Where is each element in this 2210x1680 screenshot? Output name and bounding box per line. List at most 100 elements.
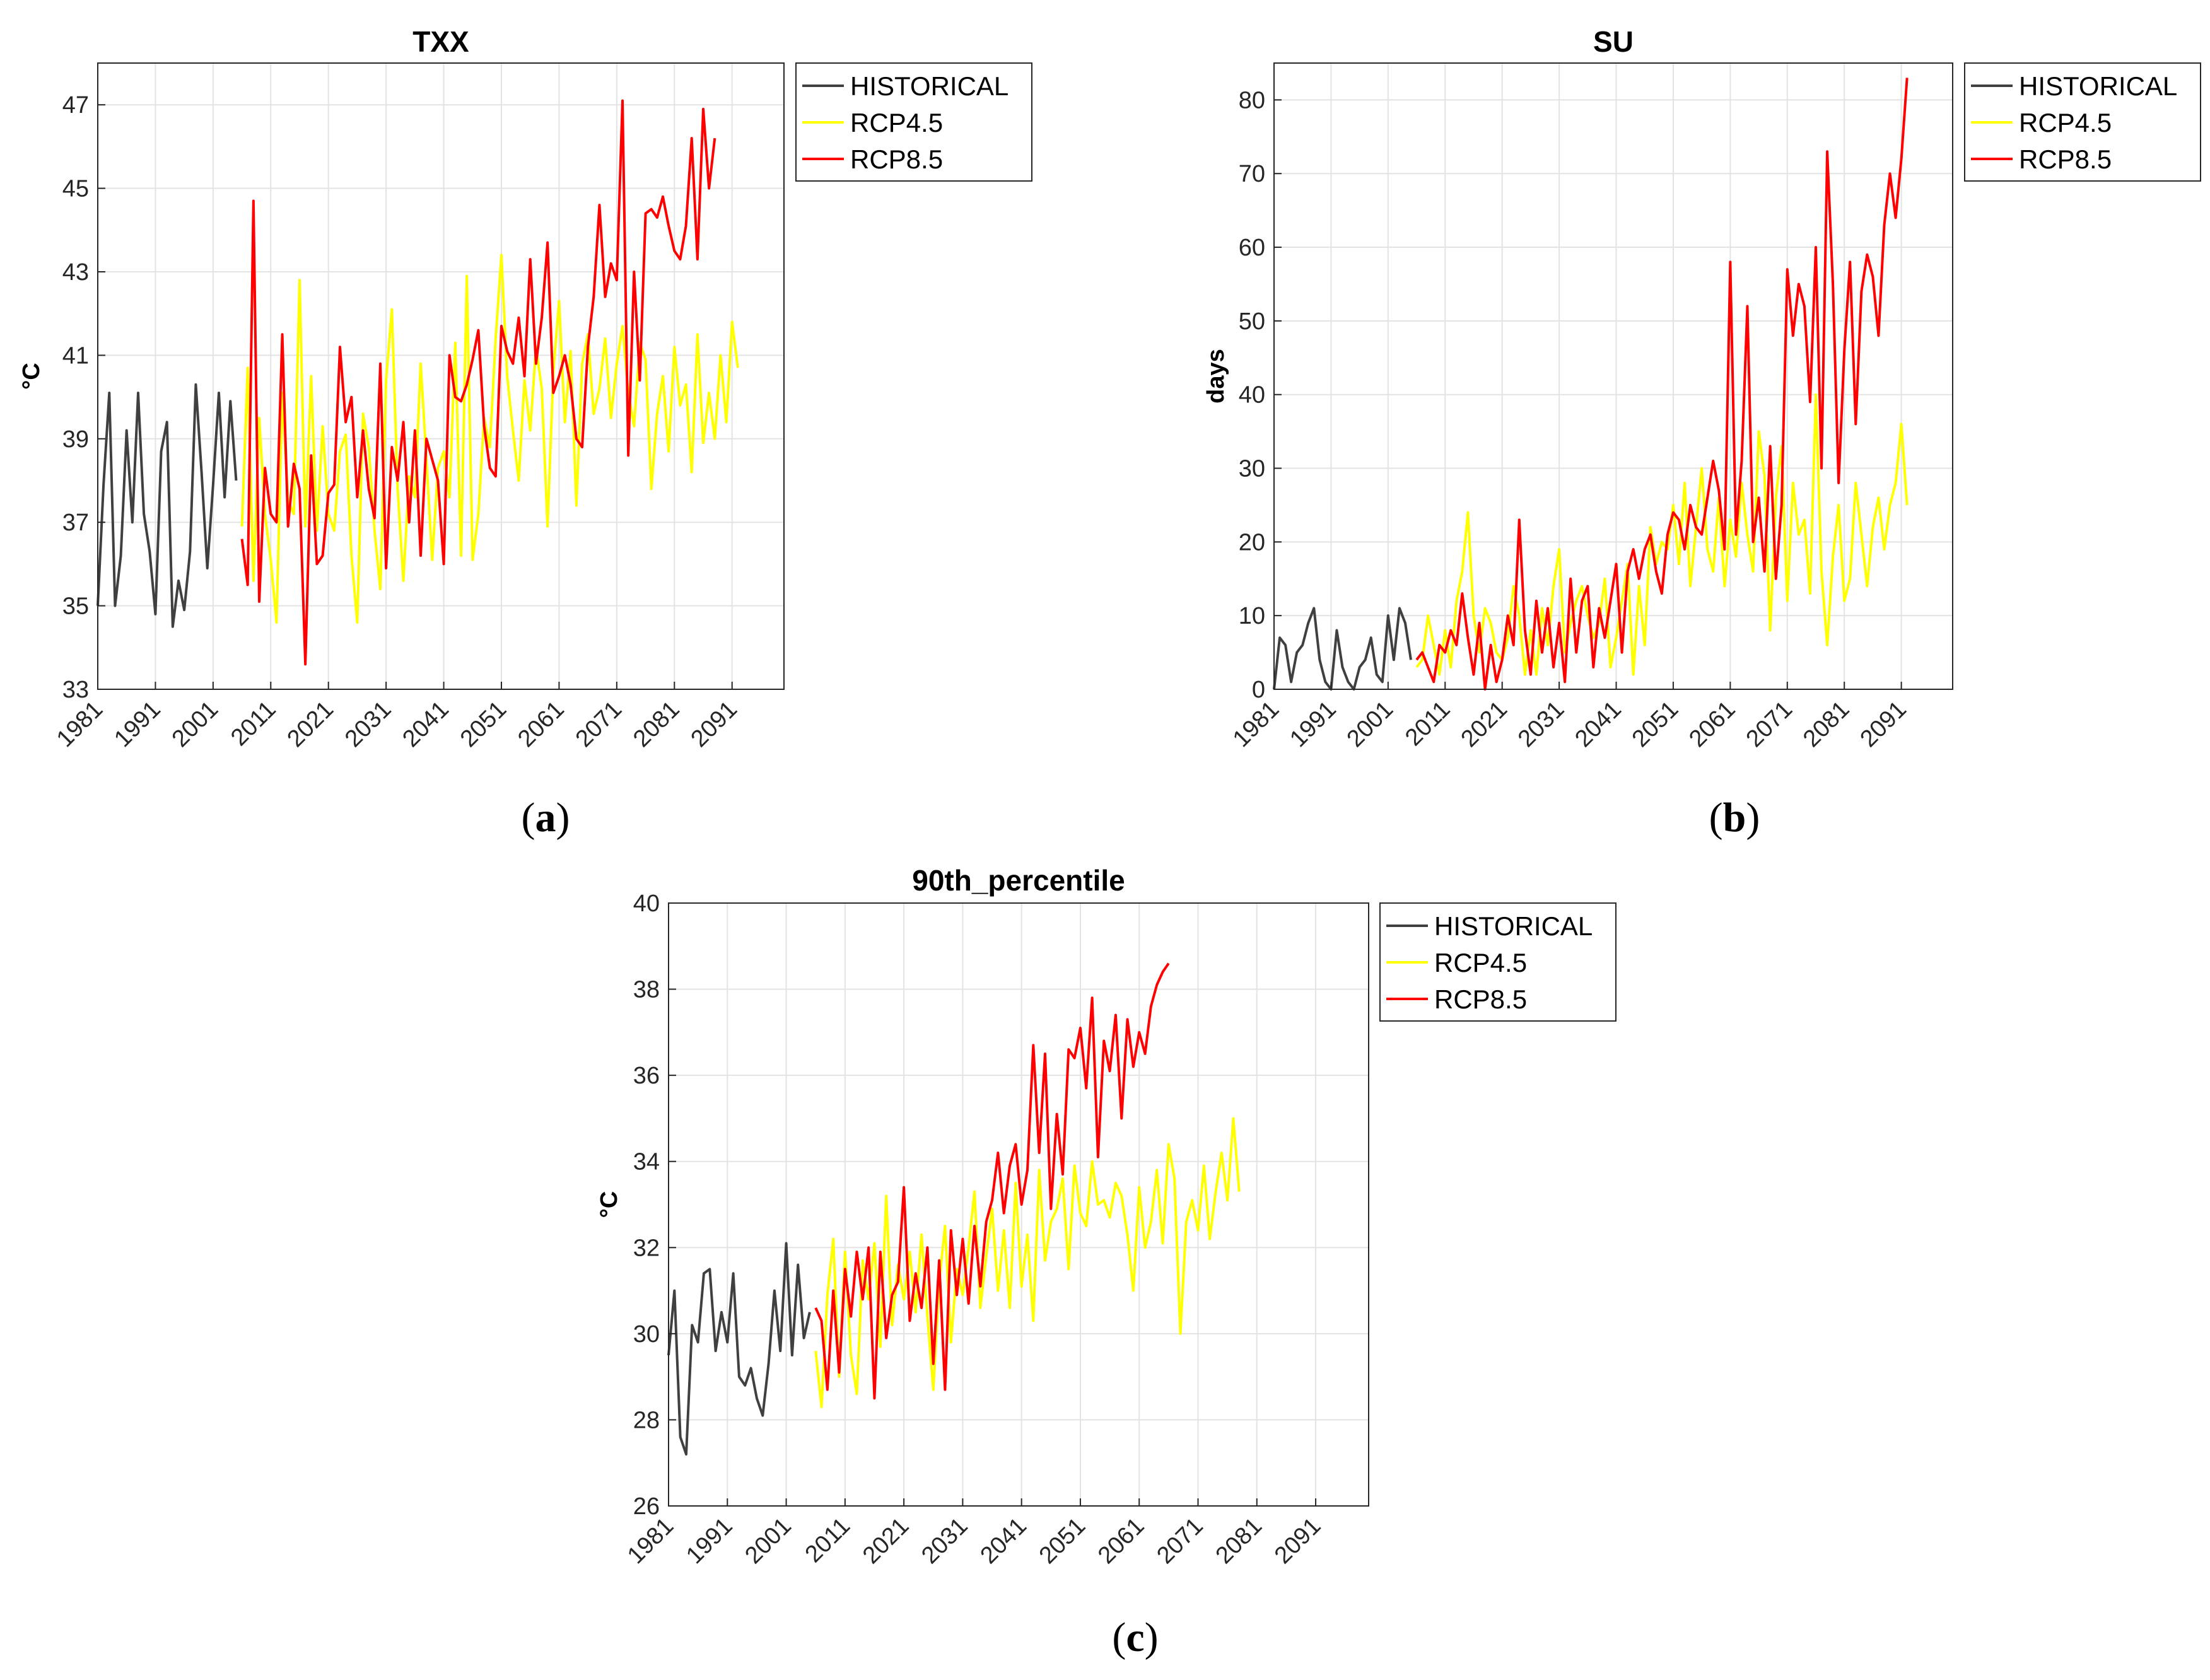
series-line-rcp8-5 [814,962,1170,1400]
x-tick-label: 2071 [571,696,627,752]
y-tick-label: 28 [633,1407,660,1433]
series-line-rcp4-5 [814,1117,1241,1408]
series-line-historical [667,1242,811,1456]
series-line-rcp4-5 [1415,393,1909,676]
y-axis-label: °C [18,363,45,390]
legend: HISTORICAL RCP4.5 RCP8.5 [1964,62,2201,182]
y-tick-label: 39 [62,426,89,453]
axes-box [1273,62,1953,690]
x-tick-label: 2021 [1456,696,1512,752]
series-lines [96,99,739,666]
x-tick-label: 2051 [1034,1513,1090,1569]
x-tick-label: 2091 [1270,1513,1326,1569]
chart-panel-90th-percentile: 90th_percentile 26 28 30 32 34 36 38 40 1981 199… [596,864,1617,1660]
y-tick-label: 47 [62,92,89,119]
x-tick-label: 2031 [916,1513,973,1569]
grid [97,63,784,690]
x-tick-label: 2091 [686,696,742,752]
x-tick-label: 2071 [1152,1513,1208,1569]
legend-box [795,62,1032,182]
chart-title: TXX [412,25,469,58]
y-ticks: 26 28 30 32 34 36 38 40 [633,890,676,1520]
legend: HISTORICAL RCP4.5 RCP8.5 [795,62,1032,182]
y-tick-label: 30 [633,1321,660,1348]
x-tick-label: 2001 [1342,696,1398,752]
y-tick-label: 50 [1239,308,1265,335]
x-tick-label: 2081 [628,696,684,752]
y-axis-label: days [1203,349,1229,404]
x-tick-label: 2021 [858,1513,914,1569]
legend-entry: HISTORICAL [850,71,1009,101]
chart-title: SU [1593,25,1634,58]
series-line-historical [1273,607,1412,691]
x-tick-label: 2041 [1570,696,1626,752]
legend: HISTORICAL RCP4.5 RCP8.5 [1379,902,1617,1022]
y-tick-label: 36 [633,1063,660,1089]
legend-entry: HISTORICAL [2019,71,2177,101]
panel-label: (c) [1112,1614,1158,1660]
y-tick-label: 43 [62,259,89,286]
y-tick-label: 30 [1239,456,1265,482]
y-tick-label: 34 [633,1149,660,1175]
x-tick-label: 2041 [976,1513,1032,1569]
series-line-rcp8-5 [240,99,716,666]
y-tick-label: 26 [633,1493,660,1520]
x-tick-label: 1991 [681,1513,737,1569]
y-tick-label: 33 [62,677,89,703]
y-tick-label: 0 [1252,677,1265,703]
panel-label: (b) [1709,795,1760,841]
y-tick-label: 40 [633,890,660,917]
x-tick-label: 1991 [109,696,165,752]
y-tick-label: 20 [1239,529,1265,556]
x-tick-label: 2071 [1741,696,1798,752]
x-tick-label: 2011 [800,1513,855,1568]
x-tick-label: 2041 [397,696,453,752]
x-tick-label: 2061 [513,696,569,752]
panel-label-letter: b [1723,795,1746,841]
y-ticks: 0 10 20 30 40 50 60 70 80 [1239,87,1282,703]
y-tick-label: 32 [633,1235,660,1261]
x-tick-label: 2061 [1684,696,1740,752]
legend-entry: RCP4.5 [1434,948,1527,977]
y-tick-label: 70 [1239,161,1265,187]
x-tick-label: 1981 [623,1513,679,1569]
series-lines [667,962,1241,1456]
y-tick-label: 40 [1239,382,1265,409]
x-tick-label: 2061 [1093,1513,1149,1569]
y-tick-label: 45 [62,176,89,202]
chart-title: 90th_percentile [912,864,1125,897]
x-tick-label: 2031 [340,696,396,752]
y-tick-label: 10 [1239,603,1265,629]
x-tick-label: 2001 [167,696,223,752]
panel-label: (a) [522,795,570,841]
x-tick-label: 2021 [283,696,339,752]
y-tick-label: 60 [1239,235,1265,261]
y-tick-label: 38 [633,977,660,1003]
y-axis-label: °C [596,1191,623,1218]
x-tick-label: 1981 [1228,696,1284,752]
x-tick-label: 2001 [740,1513,796,1569]
y-tick-label: 80 [1239,87,1265,114]
chart-panel-su: SU 0 10 20 30 40 50 60 70 80 1981 1991 2001 2011 202… [1203,25,2201,841]
panel-label-letter: a [535,795,556,841]
series-line-rcp8-5 [1415,78,1909,691]
legend-entry: RCP4.5 [2019,108,2112,137]
legend-entry: RCP4.5 [850,108,943,137]
x-tick-label: 2091 [1856,696,1912,752]
y-ticks: 33 35 37 39 41 43 45 47 [62,92,105,703]
legend-entry: RCP8.5 [1434,984,1527,1014]
y-tick-label: 41 [62,342,89,369]
x-tick-label: 2081 [1211,1513,1267,1569]
x-tick-label: 2051 [1627,696,1683,752]
x-tick-label: 2011 [1400,696,1455,751]
chart-panel-txx: TXX 33 35 37 39 41 43 45 47 1981 1991 2001 2011 202… [18,25,1032,841]
legend-entry: RCP8.5 [2019,144,2112,174]
series-line-historical [96,383,238,628]
series-lines [1273,78,1909,691]
legend-entry: HISTORICAL [1434,911,1593,941]
panel-label-letter: c [1126,1614,1144,1660]
series-line-rcp4-5 [240,254,739,624]
x-tick-label: 1991 [1285,696,1341,752]
x-ticks: 1981 1991 2001 2011 2021 2031 2041 2051 2061 2071… [52,682,742,752]
